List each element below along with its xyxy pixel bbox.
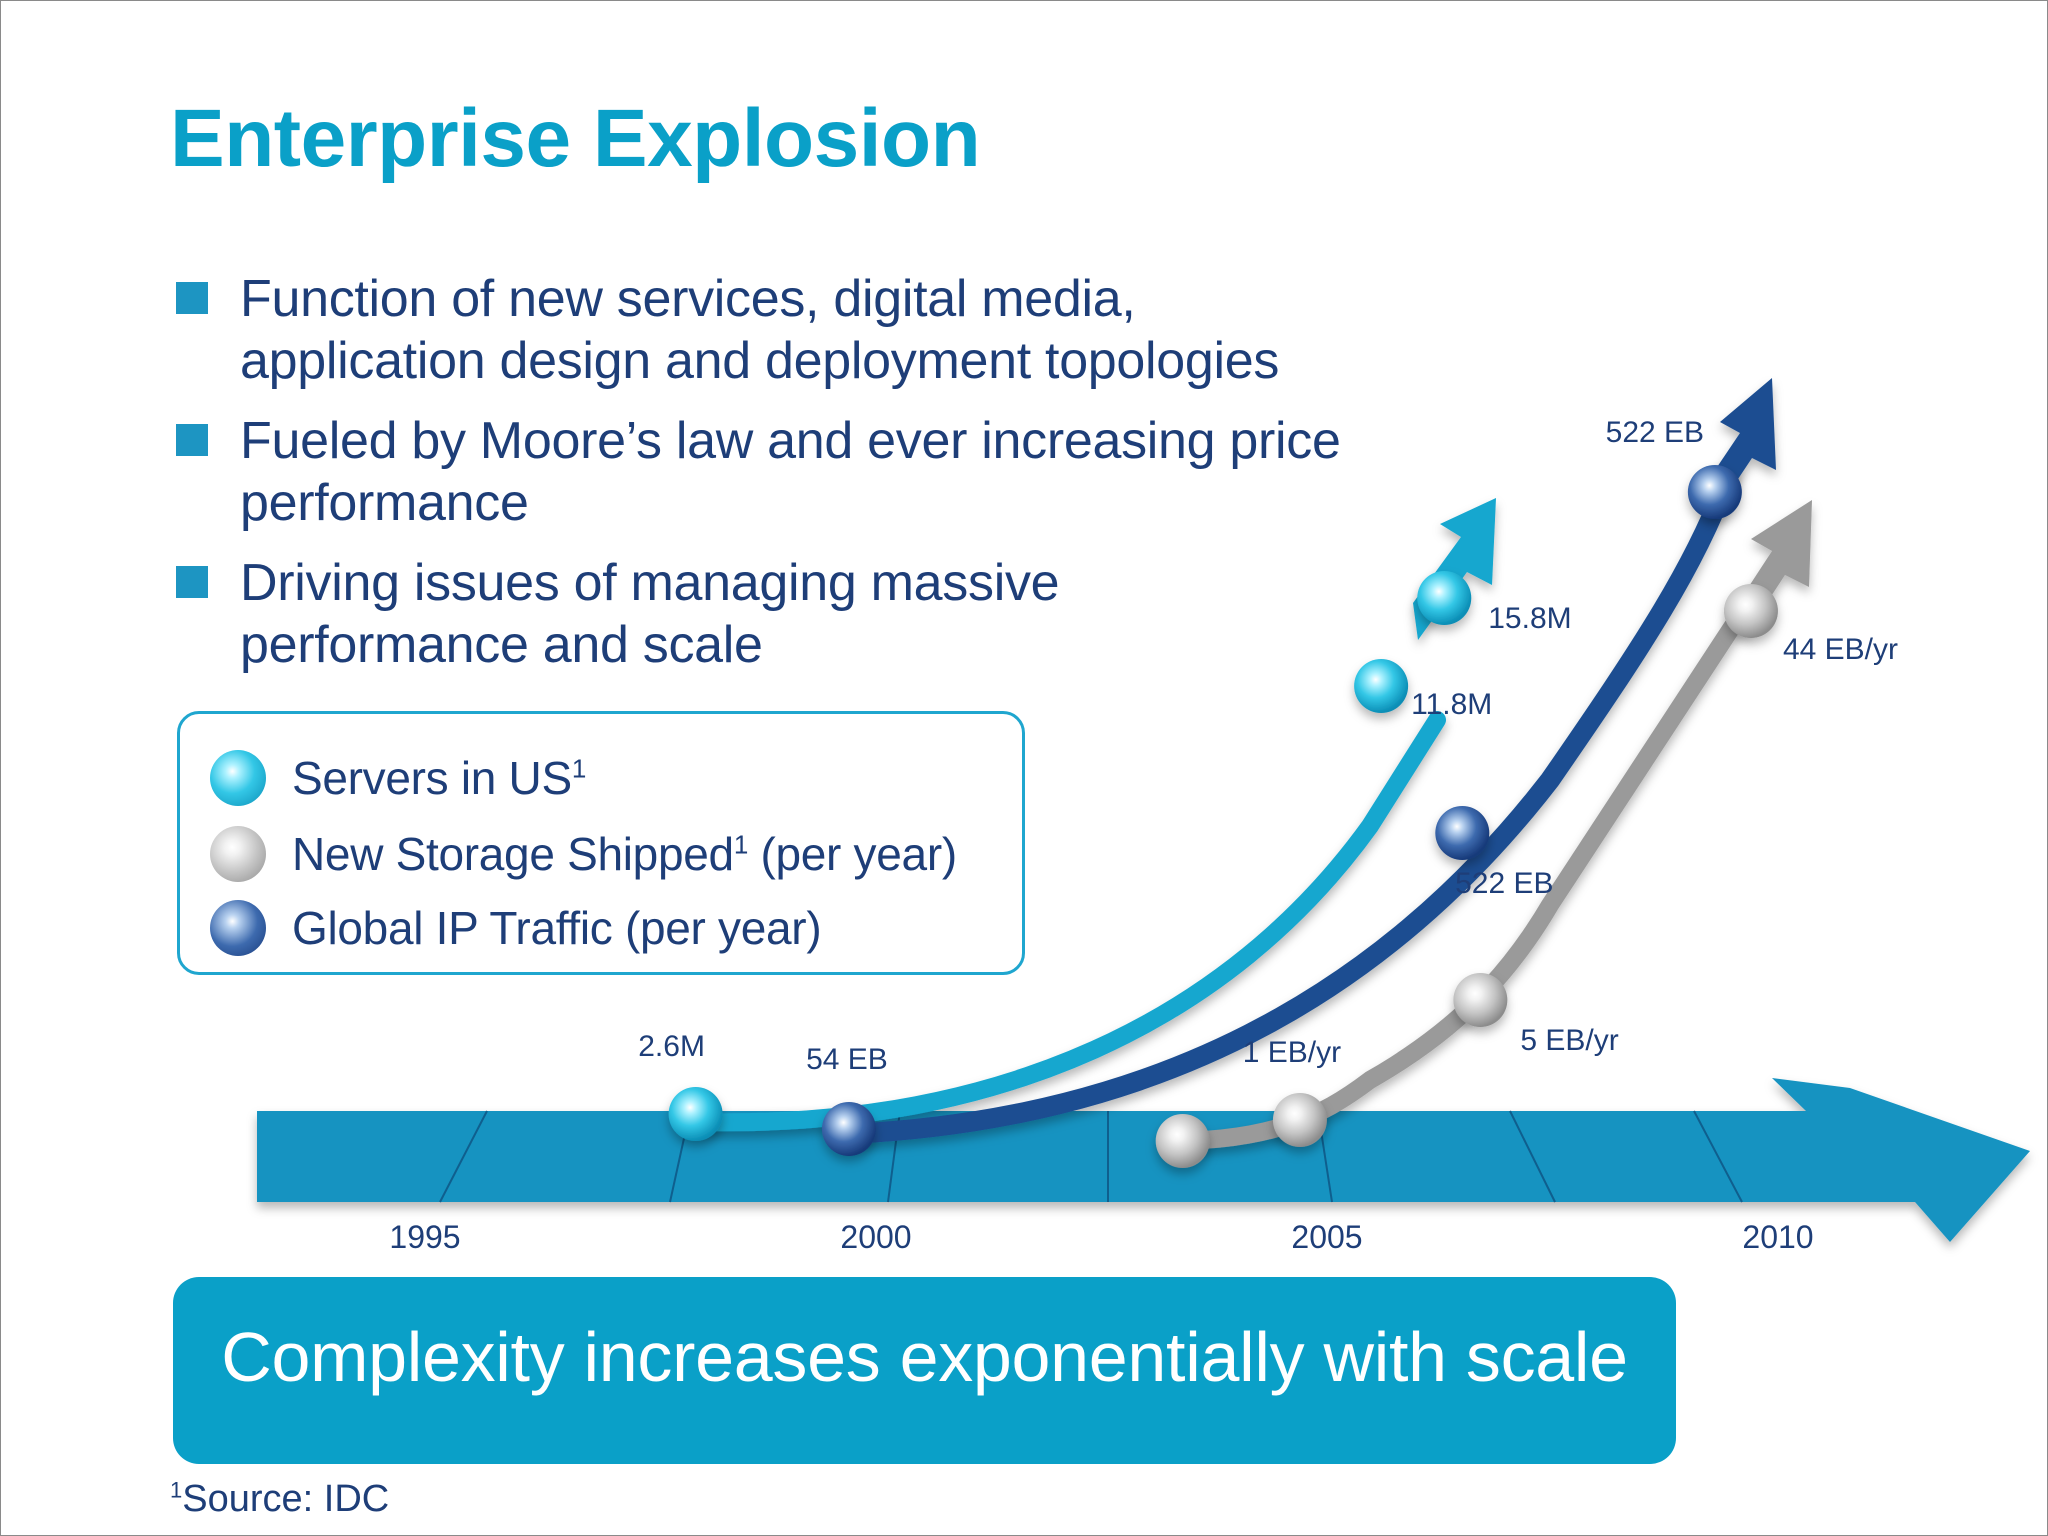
data-label: 44 EB/yr bbox=[1783, 633, 1898, 666]
ip-traffic-curve bbox=[838, 460, 1740, 1144]
legend-label-text: Global IP Traffic (per year) bbox=[292, 902, 822, 954]
gray-data-point bbox=[1453, 973, 1508, 1027]
x-tick-label: 2010 bbox=[1742, 1219, 1813, 1255]
data-label: 54 EB bbox=[806, 1043, 888, 1076]
data-label: 522 EB bbox=[1455, 867, 1553, 900]
navy-sphere-icon bbox=[210, 900, 266, 956]
bullet-text: Driving issues of managing massive perfo… bbox=[240, 554, 1060, 674]
data-label: 522 EB bbox=[1606, 416, 1704, 449]
legend-item-servers: Servers in US1 bbox=[210, 748, 586, 808]
legend-label-text: Servers in US bbox=[292, 752, 572, 804]
x-tick-label: 2005 bbox=[1291, 1219, 1362, 1255]
navy-data-point bbox=[1687, 465, 1742, 519]
footnote-marker: 1 bbox=[170, 1477, 183, 1503]
cyan-data-point bbox=[668, 1087, 723, 1141]
legend-item-ip-traffic: Global IP Traffic (per year) bbox=[210, 898, 822, 958]
bullet-item: Driving issues of managing massive perfo… bbox=[176, 552, 1240, 676]
source-text: Source: IDC bbox=[182, 1478, 390, 1520]
footnote-marker: 1 bbox=[733, 829, 748, 860]
slide-title: Enterprise Explosion bbox=[170, 93, 981, 184]
cyan-sphere-icon bbox=[210, 750, 266, 806]
legend-label: Global IP Traffic (per year) bbox=[292, 901, 822, 955]
data-label: 11.8M bbox=[1411, 688, 1492, 721]
legend: Servers in US1 New Storage Shipped1 (per… bbox=[177, 711, 1025, 975]
navy-data-point bbox=[1435, 806, 1490, 860]
x-axis-ticks: 1995 2000 2005 2010 bbox=[389, 1219, 1813, 1255]
storage-curve bbox=[1166, 606, 1749, 1150]
data-label: 15.8M bbox=[1488, 602, 1571, 635]
x-tick-label: 2000 bbox=[840, 1219, 911, 1255]
legend-label: New Storage Shipped1 (per year) bbox=[292, 827, 957, 881]
bullet-text: Fueled by Moore’s law and ever increasin… bbox=[240, 412, 1341, 532]
bullet-item: Fueled by Moore’s law and ever increasin… bbox=[176, 410, 1500, 534]
bullet-square-icon bbox=[176, 566, 208, 598]
summary-banner: Complexity increases exponentially with … bbox=[173, 1277, 1676, 1464]
bullet-item: Function of new services, digital media,… bbox=[176, 268, 1340, 392]
legend-label: Servers in US1 bbox=[292, 751, 586, 805]
gray-sphere-icon bbox=[210, 826, 266, 882]
gray-data-point bbox=[1723, 584, 1778, 638]
gray-data-point bbox=[1155, 1114, 1210, 1168]
data-label: 5 EB/yr bbox=[1520, 1024, 1618, 1057]
bullet-square-icon bbox=[176, 424, 208, 456]
cyan-data-point bbox=[1354, 659, 1409, 713]
bullet-list: Function of new services, digital media,… bbox=[176, 268, 1476, 694]
legend-item-storage: New Storage Shipped1 (per year) bbox=[210, 824, 957, 884]
gray-data-point bbox=[1272, 1093, 1327, 1147]
x-tick-label: 1995 bbox=[389, 1219, 460, 1255]
cyan-data-point bbox=[1417, 571, 1472, 625]
bullet-square-icon bbox=[176, 282, 208, 314]
bullet-text: Function of new services, digital media,… bbox=[240, 270, 1280, 390]
data-markers: 2.6M 11.8M 15.8M 54 EB 522 EB 522 EB 1 EB/yr 5 … bbox=[638, 416, 1898, 1168]
data-label: 2.6M bbox=[638, 1030, 705, 1063]
navy-data-point bbox=[821, 1102, 876, 1156]
legend-label-suffix: (per year) bbox=[747, 828, 957, 880]
footnote-marker: 1 bbox=[571, 753, 587, 784]
legend-label-text: New Storage Shipped bbox=[292, 828, 734, 880]
timeline-arrow bbox=[257, 1078, 2030, 1242]
data-label: 1 EB/yr bbox=[1243, 1036, 1341, 1069]
banner-text: Complexity increases exponentially with … bbox=[221, 1318, 1628, 1396]
source-footnote: 1Source: IDC bbox=[170, 1478, 389, 1521]
